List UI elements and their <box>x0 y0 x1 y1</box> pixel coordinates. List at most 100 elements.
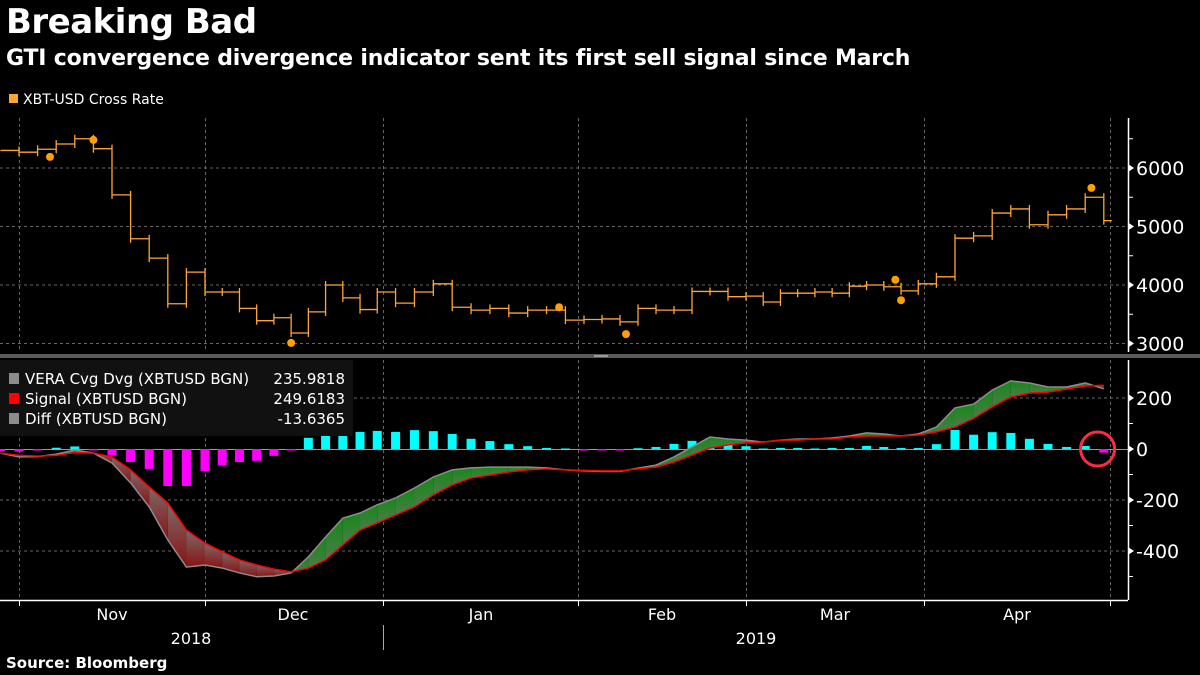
diff-bar <box>144 449 154 469</box>
diff-bar <box>1006 432 1016 449</box>
diff-bar <box>355 431 365 449</box>
diff-bar <box>793 447 803 450</box>
diff-bar <box>1043 443 1053 449</box>
diff-bar <box>523 446 533 449</box>
signal-marker <box>891 275 900 284</box>
fill-segment-positive <box>1010 380 1030 397</box>
diff-bar <box>447 433 457 449</box>
fill-segment-positive <box>342 513 361 545</box>
y-tick-label: 3000 <box>1136 334 1184 356</box>
diff-bar <box>14 449 24 452</box>
fill-segment-negative <box>112 456 131 483</box>
fill-segment-positive <box>308 536 326 569</box>
diff-bar <box>542 447 552 450</box>
x-year-2019: 2019 <box>736 629 777 648</box>
fill-segment-positive <box>1029 382 1048 394</box>
diff-bar <box>896 447 906 450</box>
diff-bar <box>560 448 570 450</box>
diff-bar <box>409 430 419 449</box>
fill-segment-positive <box>452 467 472 485</box>
fill-segment-positive <box>433 469 453 495</box>
diff-bar <box>931 444 941 449</box>
diff-bar <box>372 430 382 449</box>
diff-bar <box>687 440 697 449</box>
sell-signal-annotation-circle <box>1079 430 1117 468</box>
legend-label-diff: Diff (XBTUSD BGN) <box>25 410 167 428</box>
price-series <box>0 134 1112 337</box>
fill-segment-negative <box>222 551 240 573</box>
y-tick-label: 200 <box>1136 388 1172 410</box>
fill-segment-positive <box>674 446 692 463</box>
diff-bar <box>303 437 313 449</box>
diff-bar <box>428 431 438 449</box>
x-tick-jan: Jan <box>468 605 494 624</box>
diff-bar <box>0 449 5 452</box>
fill-segment-positive <box>955 404 974 428</box>
legend-label-signal: Signal (XBTUSD BGN) <box>25 390 187 408</box>
diff-bar <box>913 447 923 450</box>
diff-bar <box>391 431 401 449</box>
diff-bar <box>615 449 625 451</box>
diff-bar <box>844 447 854 450</box>
diff-bar <box>969 434 979 449</box>
fill-segment-positive <box>692 437 710 456</box>
macd-signal-fill <box>0 380 1104 577</box>
diff-histogram <box>0 422 1109 486</box>
diff-bar <box>321 426 331 449</box>
fill-segment-positive <box>325 518 343 560</box>
fill-segment-negative <box>167 503 187 568</box>
signal-marker <box>897 296 906 305</box>
diff-bar <box>234 449 244 463</box>
x-tick-apr: Apr <box>1003 605 1031 624</box>
source-note: Source: Bloomberg <box>6 654 168 672</box>
diff-bar <box>485 441 495 449</box>
diff-bar <box>862 445 872 449</box>
diff-bar <box>775 447 785 450</box>
price-legend-label: XBT-USD Cross Rate <box>23 92 164 108</box>
diff-bar <box>33 449 43 451</box>
x-year-2018: 2018 <box>171 629 212 648</box>
x-tick-mar: Mar <box>820 605 851 624</box>
diff-bar <box>181 449 191 486</box>
diff-bar <box>286 449 296 451</box>
y-tick-label: -200 <box>1136 490 1179 512</box>
diff-bar <box>466 438 476 449</box>
signal-marker <box>89 135 98 144</box>
diff-bar <box>126 449 136 463</box>
legend-value-macd: 235.9818 <box>273 370 345 388</box>
diff-bar <box>1024 438 1034 449</box>
divider-handle[interactable] <box>594 355 608 357</box>
signal-marker <box>46 152 54 161</box>
fill-segment-positive <box>992 380 1011 407</box>
diff-bar <box>1062 446 1072 449</box>
diff-bar <box>88 449 98 451</box>
fill-segment-positive <box>489 467 509 476</box>
signal-marker <box>555 303 564 312</box>
fill-segment-negative <box>186 530 205 568</box>
signal-marker <box>287 338 296 347</box>
chart-title: Breaking Bad <box>6 2 257 42</box>
diff-bar <box>950 429 960 449</box>
diff-bar <box>252 449 262 461</box>
diff-bar <box>633 448 643 450</box>
diff-bar <box>163 449 173 486</box>
legend-value-diff: -13.6365 <box>278 410 345 428</box>
fill-segment-negative <box>273 569 292 576</box>
legend-swatch-diff <box>9 413 19 424</box>
diff-bar <box>70 446 80 449</box>
chart-subtitle: GTI convergence divergence indicator sen… <box>6 46 911 71</box>
fill-segment-positive <box>936 407 955 432</box>
legend-swatch-signal <box>9 393 19 404</box>
signal-marker <box>622 330 630 339</box>
diff-bar <box>504 444 514 449</box>
diff-bar <box>597 449 607 451</box>
y-tick-label: 4000 <box>1136 275 1184 297</box>
diff-bar <box>758 448 768 450</box>
diff-bar <box>1080 445 1090 449</box>
legend-swatch-macd <box>9 373 19 384</box>
y-tick-label: 0 <box>1136 439 1148 461</box>
legend-label-macd: VERA Cvg Dvg (XBTUSD BGN) <box>25 370 249 388</box>
diff-bar <box>827 447 837 450</box>
diff-bar <box>651 446 661 449</box>
